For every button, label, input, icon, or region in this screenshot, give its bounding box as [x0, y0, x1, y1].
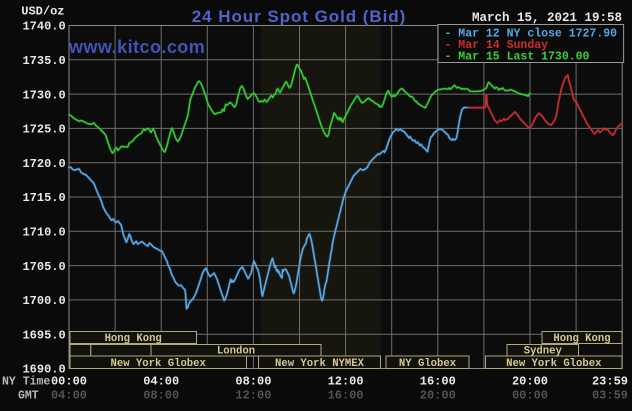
svg-text:London: London	[217, 346, 255, 358]
svg-text:03:59: 03:59	[592, 389, 628, 403]
svg-text:1730.0: 1730.0	[22, 88, 65, 102]
svg-text:- Mar 14 Sunday: - Mar 14 Sunday	[445, 39, 549, 52]
svg-text:- Mar 12 NY close 1727.90: - Mar 12 NY close 1727.90	[445, 28, 618, 41]
svg-text:00:00: 00:00	[51, 375, 87, 389]
svg-text:1735.0: 1735.0	[22, 54, 65, 68]
svg-text:04:00: 04:00	[143, 375, 179, 389]
svg-text:www.kitco.com: www.kitco.com	[68, 37, 205, 57]
svg-text:1705.0: 1705.0	[22, 260, 65, 274]
svg-text:12:00: 12:00	[235, 389, 271, 403]
svg-text:20:00: 20:00	[512, 375, 548, 389]
svg-text:Hong Kong: Hong Kong	[553, 333, 610, 345]
svg-text:1710.0: 1710.0	[22, 226, 65, 240]
svg-text:23:59: 23:59	[592, 375, 628, 389]
svg-text:08:00: 08:00	[235, 375, 271, 389]
svg-text:USD/oz: USD/oz	[21, 5, 64, 19]
svg-text:04:00: 04:00	[51, 389, 87, 403]
svg-text:1720.0: 1720.0	[22, 157, 65, 171]
svg-text:March 15, 2021 19:58: March 15, 2021 19:58	[472, 11, 622, 25]
svg-text:16:00: 16:00	[420, 375, 456, 389]
svg-text:1690.0: 1690.0	[22, 363, 65, 377]
svg-text:1725.0: 1725.0	[22, 123, 65, 137]
svg-text:New York Globex: New York Globex	[111, 358, 207, 370]
svg-text:NY Time: NY Time	[2, 376, 50, 389]
svg-text:1700.0: 1700.0	[22, 294, 65, 308]
svg-text:1695.0: 1695.0	[22, 328, 65, 342]
svg-text:New York Globex: New York Globex	[506, 358, 602, 370]
svg-text:GMT: GMT	[18, 390, 39, 403]
svg-text:08:00: 08:00	[143, 389, 179, 403]
svg-text:1740.0: 1740.0	[22, 20, 65, 34]
svg-text:Hong Kong: Hong Kong	[105, 333, 162, 345]
svg-text:- Mar 15 Last 1730.00: - Mar 15 Last 1730.00	[445, 50, 590, 63]
svg-text:00:00: 00:00	[512, 389, 548, 403]
svg-text:NY Globex: NY Globex	[399, 358, 457, 370]
svg-text:20:00: 20:00	[420, 389, 456, 403]
svg-text:Sydney: Sydney	[524, 346, 563, 358]
svg-text:16:00: 16:00	[328, 389, 364, 403]
svg-text:1715.0: 1715.0	[22, 191, 65, 205]
svg-text:12:00: 12:00	[328, 375, 364, 389]
svg-text:New York NYMEX: New York NYMEX	[275, 358, 365, 370]
svg-text:24 Hour Spot Gold (Bid): 24 Hour Spot Gold (Bid)	[192, 7, 407, 26]
